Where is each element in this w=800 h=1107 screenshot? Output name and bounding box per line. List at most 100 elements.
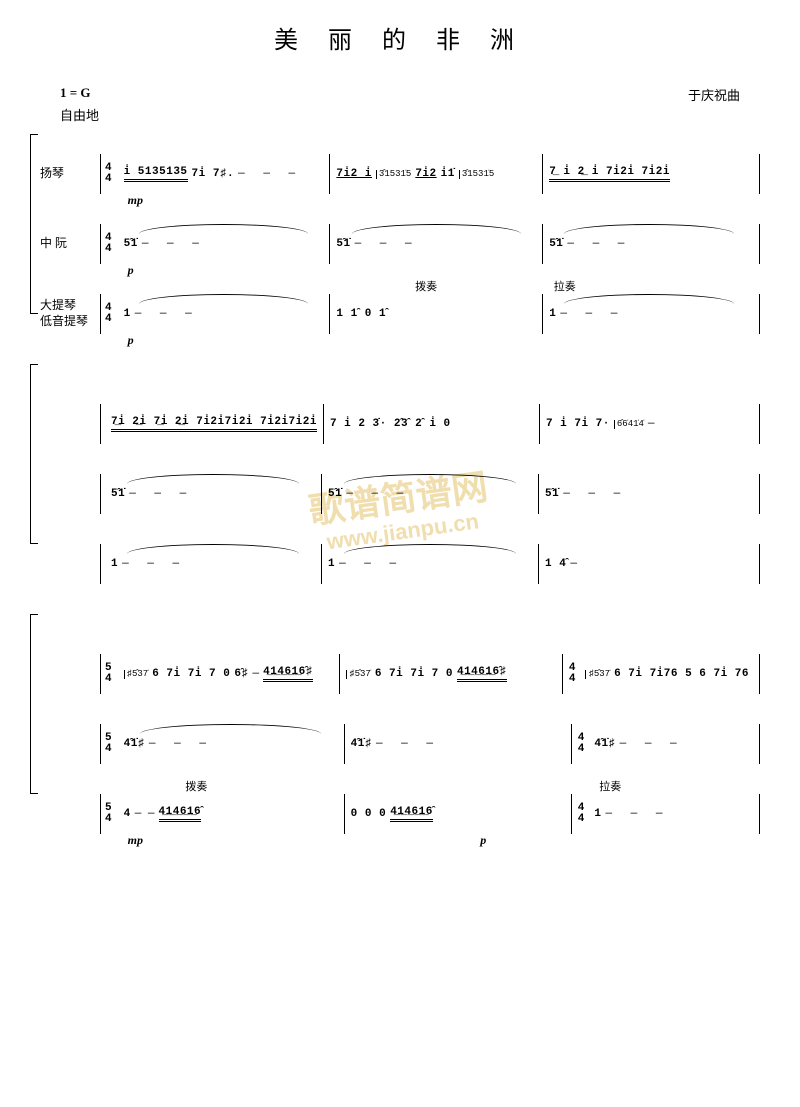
measure: 拨奏 1 1̂ 0 1̂	[330, 294, 543, 334]
note: 4̂1̇♯	[351, 738, 372, 750]
note: 1	[594, 808, 601, 820]
slur	[344, 544, 517, 554]
staff-content: 4 4 i̇ 5135135 7i̇ 7♯. — — — mp 7i̇2 i̇ …	[100, 154, 760, 194]
timesig-54: 5 4	[105, 803, 112, 825]
dash-rest: — — —	[605, 808, 668, 820]
system-bracket	[30, 364, 38, 544]
timesig-44: 4 4	[105, 233, 112, 255]
chord: ♯5̂37̇	[124, 670, 149, 679]
staff-content: 5 4 拨奏 4 — — 4̲1̲4̲6̲1̲6̂ mp 0 0 0 4̲1̲4…	[100, 794, 760, 834]
note-run: 4̲1̲4̲6̲1̲6̂♯	[457, 666, 507, 682]
measure: ♯5̂37̇ 6 7i̇ 7i̇ 7 0 6̂♯ — 4̲1̲4̲6̲1̲6̂♯	[118, 654, 341, 694]
note-run: 7̲i̇ 2̲i̇ 7̲i̇ 2̲i̇ 7i̇2i̇7i̇2i̇ 7i̇2i̇7…	[111, 416, 317, 432]
ts-bot: 4	[569, 674, 576, 685]
staff-content: 5 4 ♯5̂37̇ 6 7i̇ 7i̇ 7 0 6̂♯ — 4̲1̲4̲6̲1…	[100, 654, 760, 694]
chord: 3̂1531̇5	[376, 170, 411, 179]
technique-label-la: 拉奏	[554, 278, 576, 294]
measure: 5̂1̇ — — —	[543, 224, 755, 264]
staff-cello-bass-2: 1 — — — 1 — — — 1 4̂ —	[40, 534, 760, 594]
chord: ♯5̂37̇	[585, 670, 610, 679]
measure: 4̂1̇♯ — — —	[345, 724, 572, 764]
note: 4̂1̇♯	[124, 738, 145, 750]
technique-label-la: 拉奏	[599, 778, 621, 794]
ts-bot: 4	[578, 814, 585, 825]
system-2: 7̲i̇ 2̲i̇ 7̲i̇ 2̲i̇ 7i̇2i̇7i̇2i̇ 7i̇2i̇7…	[0, 354, 800, 594]
header-row: 1 = G 自由地 于庆祝曲	[0, 55, 800, 124]
measure: 5̂1̇ — — —	[105, 474, 322, 514]
note: 5̂1̇	[328, 488, 342, 500]
note: 4	[124, 808, 131, 820]
note: 6 7i̇ 7i̇ 7 0	[375, 668, 453, 680]
note: 7 i̇ 7i̇ 7·	[546, 418, 610, 430]
measure: ♯5̂37̇ 6 7i̇ 7i̇ 7 0 4̲1̲4̲6̲1̲6̂♯	[340, 654, 563, 694]
staff-content: 4 4 1 — — — p 拨奏 1 1̂ 0 1̂ 拉奏 1 — — —	[100, 294, 760, 334]
instr-label-zhongruan: 中 阮	[40, 236, 100, 252]
dash-rest: — — —	[238, 168, 301, 180]
note: 1	[328, 558, 335, 570]
timesig-44: 4 4	[569, 663, 576, 685]
chord: ♯5̂37̇	[346, 670, 371, 679]
staff-content: 5̂1̇ — — — 5̂1̇ — — — 5̂1̇ — — —	[100, 474, 760, 514]
note-run: 4̲1̲4̲6̲1̲6̂♯	[263, 666, 313, 682]
measure: i̇ 5135135 7i̇ 7♯. — — — mp	[118, 154, 331, 194]
note: 5̂1̇	[336, 238, 350, 250]
measure: 7̲i̇ 2̲i̇ 7̲i̇ 2̲i̇ 7i̇2i̇7i̇2i̇ 7i̇2i̇7…	[105, 404, 324, 444]
ts-bot: 4	[105, 744, 112, 755]
chord: 3̂1531̇5	[459, 170, 494, 179]
dash-rest: — — —	[346, 488, 409, 500]
slur	[127, 544, 300, 554]
tempo-label: 自由地	[60, 105, 99, 124]
note: 5̂1̇	[545, 488, 559, 500]
measure: 4 4 ♯5̂37̇ 6 7i̇ 7i̇76 5 6 7i̇ 76	[563, 654, 755, 694]
measure: 1 4̂ —	[539, 544, 755, 584]
chord: 6̂6̇41̇4̇	[614, 420, 644, 429]
note: 1	[111, 558, 118, 570]
dash-rest: — — —	[149, 738, 212, 750]
timesig-54: 5 4	[105, 733, 112, 755]
note: 5̂1̇	[124, 238, 138, 250]
ts-bot: 4	[105, 674, 112, 685]
note: 0 0 0	[351, 808, 387, 820]
ts-bot: 4	[578, 744, 585, 755]
dash-rest: — — —	[563, 488, 626, 500]
dash-rest: — — —	[129, 488, 192, 500]
measure: 5̂1̇ — — —	[322, 474, 539, 514]
dash-rest: — — —	[355, 238, 418, 250]
note: 1	[124, 308, 131, 320]
measure: 1 — — —	[322, 544, 539, 584]
note: 1 4̂	[545, 558, 566, 570]
measure: 7i̇2 i̇ 3̂1531̇5 7i̇2 i̇1̇ 3̂1531̇5	[330, 154, 543, 194]
note: 7i̇2	[415, 168, 436, 180]
note: 5̂1̇	[549, 238, 563, 250]
slur	[139, 294, 308, 304]
measure: 5̂1̇ — — —	[539, 474, 755, 514]
note: 1	[549, 308, 556, 320]
staff-yangqin-2: 7̲i̇ 2̲i̇ 7̲i̇ 2̲i̇ 7i̇2i̇7i̇2i̇ 7i̇2i̇7…	[40, 394, 760, 454]
dynamic-p: p	[128, 263, 134, 278]
note-run: i̇ 5135135	[124, 166, 188, 182]
instr-label-cello-bass: 大提琴 低音提琴	[40, 298, 100, 329]
measure: 1 — — —	[105, 544, 322, 584]
staff-content: 1 — — — 1 — — — 1 4̂ —	[100, 544, 760, 584]
ts-bot: 4	[105, 174, 112, 185]
staff-cello-bass-1: 大提琴 低音提琴 4 4 1 — — — p 拨奏 1 1̂ 0 1̂ 拉奏 1	[40, 284, 760, 344]
measure: 拨奏 4 — — 4̲1̲4̲6̲1̲6̂ mp	[118, 794, 345, 834]
measure: 4 4 4̂1̇♯ — — —	[572, 724, 755, 764]
dynamic-p: p	[128, 333, 134, 348]
dynamic-mp: mp	[128, 833, 143, 848]
note-run: 4̲1̲4̲6̲1̲6̂	[159, 806, 202, 822]
staff-zhongruan-3: 5 4 4̂1̇♯ — — — 4̂1̇♯ — — — 4 4 4̂1̇♯ — …	[40, 714, 760, 774]
ts-bot: 4	[105, 814, 112, 825]
note: 7i̇2 i̇	[336, 168, 372, 180]
staff-yangqin-1: 扬琴 4 4 i̇ 5135135 7i̇ 7♯. — — — mp 7i̇2 …	[40, 144, 760, 204]
measure: 拉奏 4 4 1 — — —	[572, 794, 755, 834]
timesig-44: 4 4	[105, 163, 112, 185]
dynamic-p: p	[480, 833, 486, 848]
key-tempo-block: 1 = G 自由地	[60, 85, 99, 124]
measure: 5̂1̇ — — —	[330, 224, 543, 264]
note: 4̂1̇♯	[594, 738, 615, 750]
ts-bot: 4	[105, 244, 112, 255]
staff-cello-bass-3: 5 4 拨奏 4 — — 4̲1̲4̲6̲1̲6̂ mp 0 0 0 4̲1̲4…	[40, 784, 760, 844]
measure: 0 0 0 4̲1̲4̲6̲1̲6̂ p	[345, 794, 572, 834]
ts-bot: 4	[105, 314, 112, 325]
